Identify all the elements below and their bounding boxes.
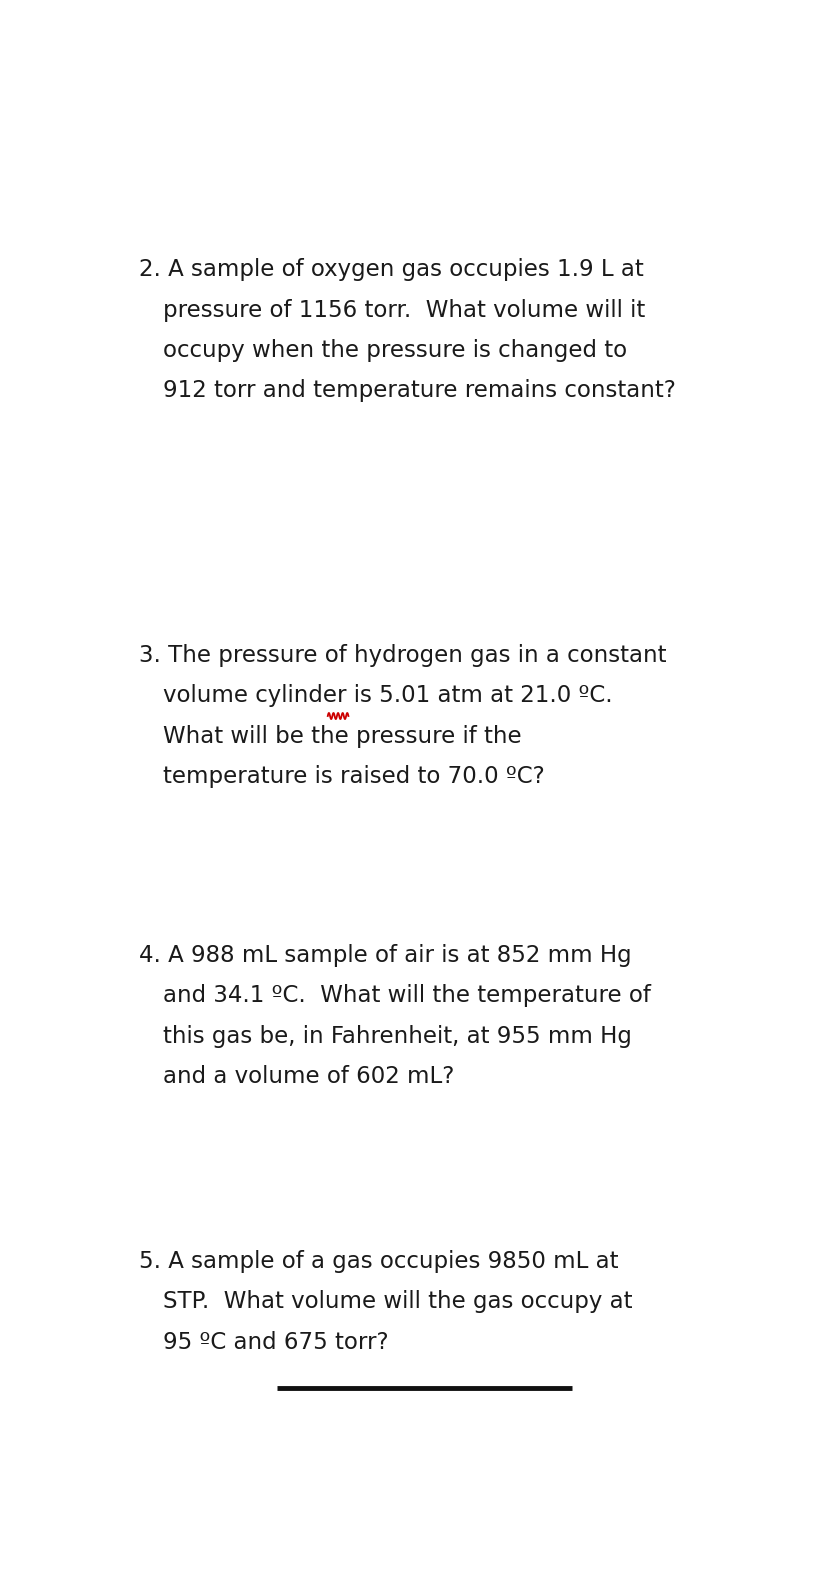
Text: this gas be, in Fahrenheit, at 955 mm Hg: this gas be, in Fahrenheit, at 955 mm Hg <box>162 1024 631 1048</box>
Text: 912 torr and temperature remains constant?: 912 torr and temperature remains constan… <box>162 380 675 402</box>
Text: STP.  What volume will the gas occupy at: STP. What volume will the gas occupy at <box>162 1289 631 1313</box>
Text: volume cylinder is 5.01 atm at 21.0 ºC.: volume cylinder is 5.01 atm at 21.0 ºC. <box>162 684 611 708</box>
Text: 2. A sample of oxygen gas occupies 1.9 L at: 2. A sample of oxygen gas occupies 1.9 L… <box>139 258 643 281</box>
Text: 95 ºC and 675 torr?: 95 ºC and 675 torr? <box>162 1331 388 1353</box>
Text: temperature is raised to 70.0 ºC?: temperature is raised to 70.0 ºC? <box>162 765 543 789</box>
Text: occupy when the pressure is changed to: occupy when the pressure is changed to <box>162 339 626 363</box>
Text: 3. The pressure of hydrogen gas in a constant: 3. The pressure of hydrogen gas in a con… <box>139 644 666 666</box>
Text: and a volume of 602 mL?: and a volume of 602 mL? <box>162 1065 453 1088</box>
Text: and 34.1 ºC.  What will the temperature of: and 34.1 ºC. What will the temperature o… <box>162 984 650 1006</box>
Text: 5. A sample of a gas occupies 9850 mL at: 5. A sample of a gas occupies 9850 mL at <box>139 1250 618 1274</box>
Text: What will be the pressure if the: What will be the pressure if the <box>162 725 520 747</box>
Text: 4. A 988 mL sample of air is at 852 mm Hg: 4. A 988 mL sample of air is at 852 mm H… <box>139 944 631 967</box>
Text: pressure of 1156 torr.  What volume will it: pressure of 1156 torr. What volume will … <box>162 299 644 321</box>
